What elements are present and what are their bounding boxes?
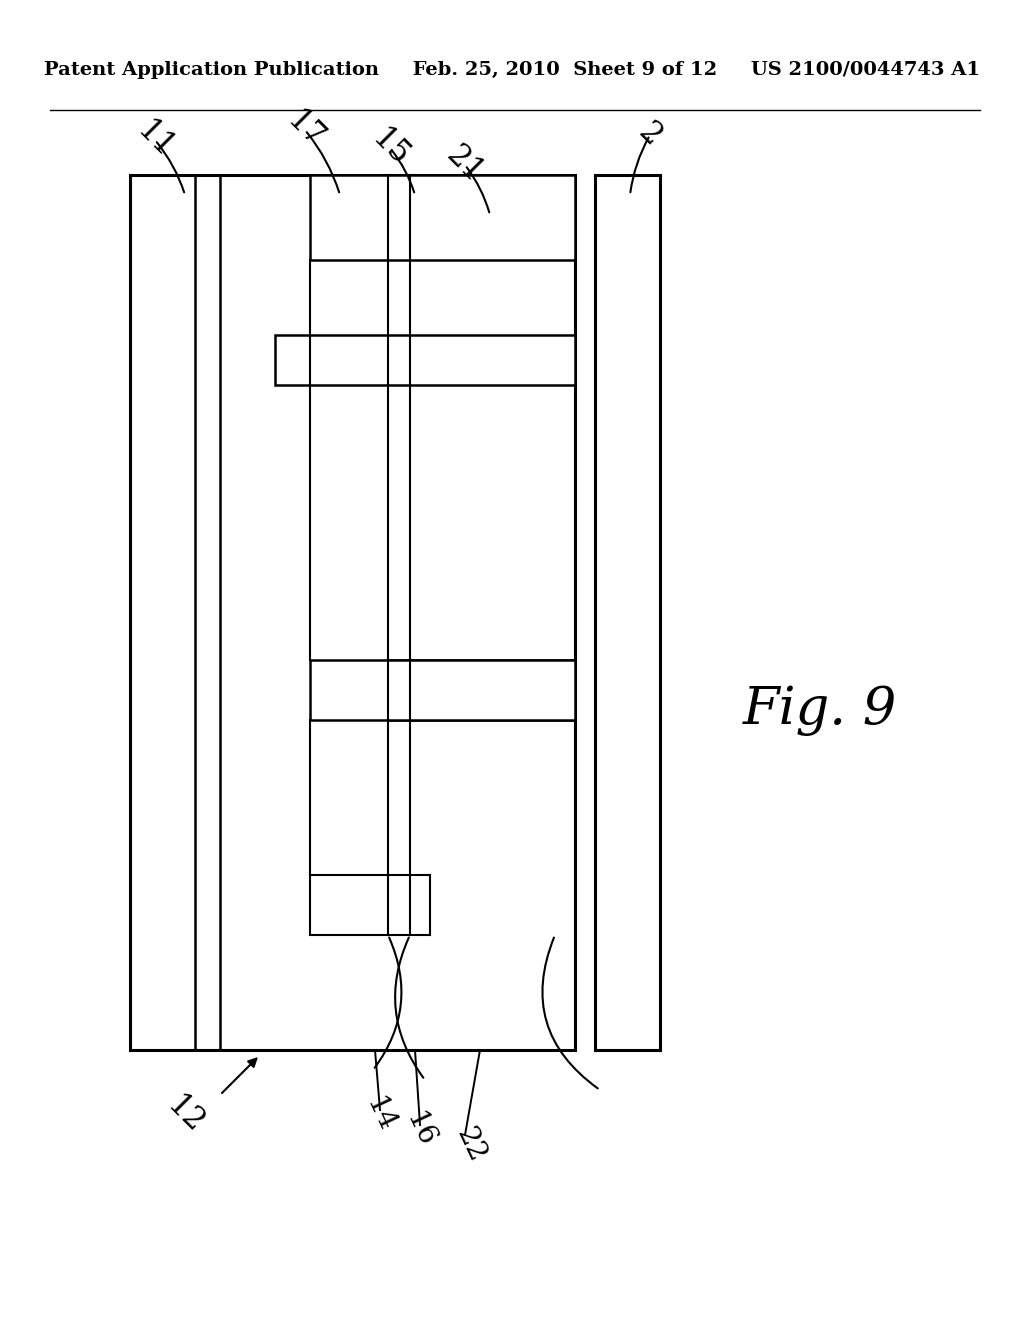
Bar — [388, 660, 575, 719]
Bar — [595, 176, 660, 1049]
Text: 15: 15 — [366, 123, 415, 173]
Text: 2: 2 — [632, 117, 668, 153]
Bar — [310, 176, 575, 260]
Text: 17: 17 — [281, 106, 330, 154]
Text: 11: 11 — [130, 115, 180, 165]
Text: Fig. 9: Fig. 9 — [742, 685, 897, 735]
Text: 12: 12 — [160, 1090, 210, 1139]
Text: 21: 21 — [440, 140, 489, 190]
Bar — [275, 335, 575, 385]
Text: 22: 22 — [451, 1123, 489, 1167]
Text: Patent Application Publication     Feb. 25, 2010  Sheet 9 of 12     US 2100/0044: Patent Application Publication Feb. 25, … — [44, 61, 980, 79]
Bar — [310, 660, 575, 719]
Bar — [130, 176, 575, 1049]
Text: 16: 16 — [400, 1109, 439, 1152]
Bar — [310, 875, 430, 935]
Text: 14: 14 — [360, 1093, 399, 1137]
